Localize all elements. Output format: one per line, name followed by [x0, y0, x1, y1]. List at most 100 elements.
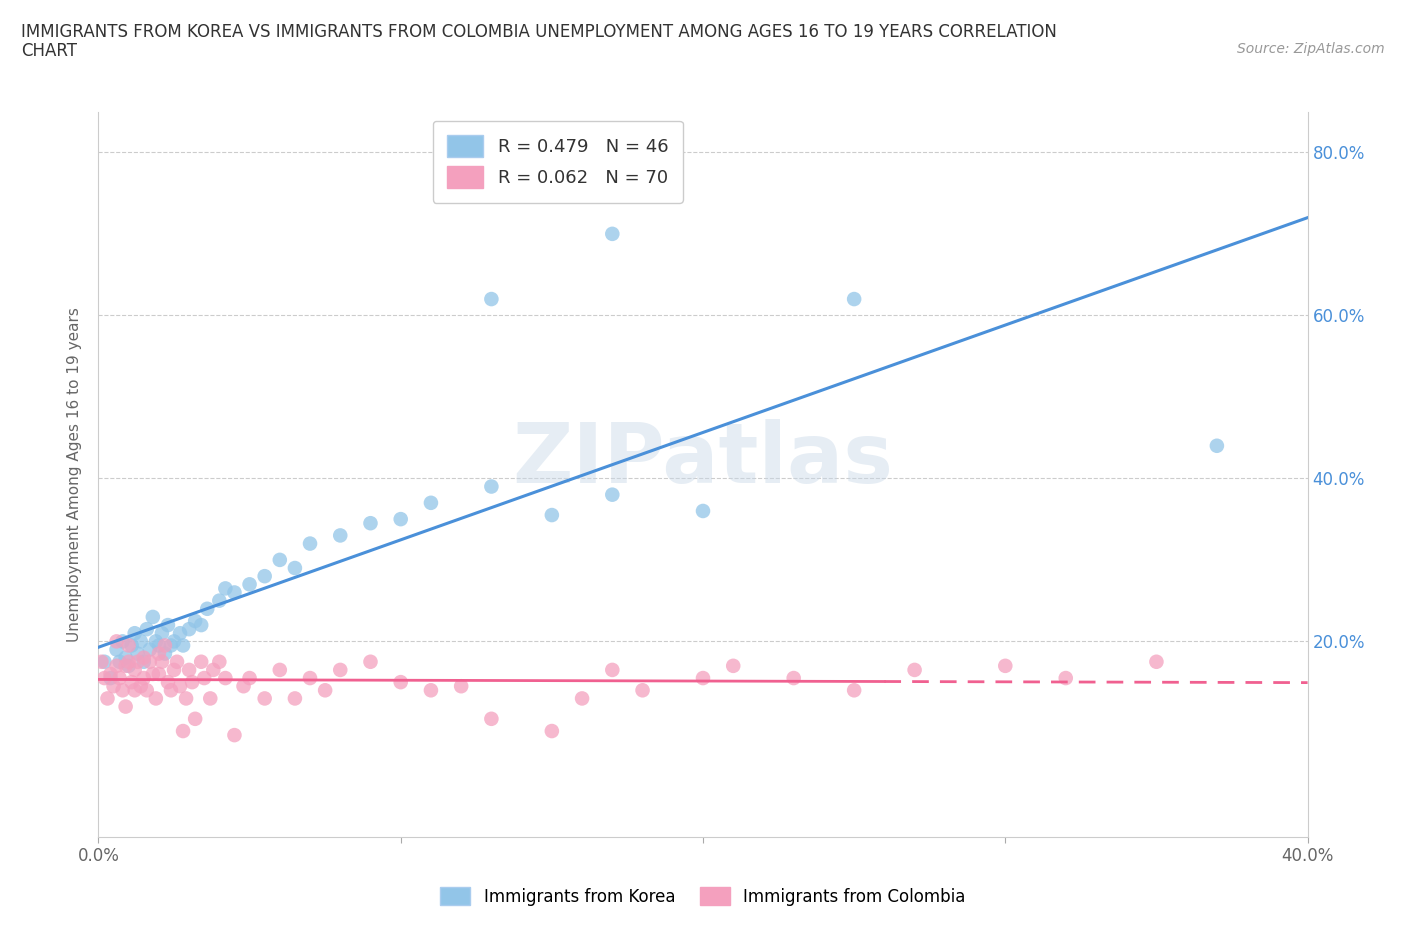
Point [145, 634, 167, 649]
Point [105, 642, 128, 657]
Point [692, 671, 714, 685]
Point [253, 691, 276, 706]
Point [129, 634, 152, 649]
Point [132, 650, 155, 665]
Point [160, 683, 183, 698]
Point [208, 593, 231, 608]
Point [169, 626, 191, 641]
Point [129, 679, 152, 694]
Point [994, 658, 1017, 673]
Point [156, 674, 179, 689]
Point [723, 658, 745, 673]
Point [190, 618, 212, 632]
Point [239, 577, 262, 591]
Point [329, 662, 352, 677]
Point [111, 683, 134, 698]
Point [114, 658, 136, 673]
Point [114, 699, 136, 714]
Point [166, 655, 188, 670]
Point [108, 655, 131, 670]
Point [172, 724, 194, 738]
Legend: Immigrants from Korea, Immigrants from Colombia: Immigrants from Korea, Immigrants from C… [433, 881, 973, 912]
Point [232, 679, 254, 694]
Point [602, 226, 624, 241]
Point [450, 679, 472, 694]
Point [132, 655, 155, 670]
Y-axis label: Unemployment Among Ages 16 to 19 years: Unemployment Among Ages 16 to 19 years [67, 307, 83, 642]
Point [172, 638, 194, 653]
Point [329, 528, 352, 543]
Point [224, 585, 246, 600]
Text: IMMIGRANTS FROM KOREA VS IMMIGRANTS FROM COLOMBIA UNEMPLOYMENT AMONG AGES 16 TO : IMMIGRANTS FROM KOREA VS IMMIGRANTS FROM… [21, 23, 1057, 41]
Point [108, 671, 131, 685]
Point [127, 655, 149, 670]
Point [181, 674, 204, 689]
Point [100, 671, 122, 685]
Point [844, 683, 866, 698]
Point [139, 655, 162, 670]
Point [239, 671, 262, 685]
Point [111, 634, 134, 649]
Point [114, 650, 136, 665]
Point [124, 683, 146, 698]
Point [214, 581, 236, 596]
Point [269, 662, 291, 677]
Point [163, 634, 186, 649]
Point [118, 658, 141, 673]
Point [540, 508, 562, 523]
Text: Source: ZipAtlas.com: Source: ZipAtlas.com [1237, 42, 1385, 56]
Point [389, 674, 412, 689]
Point [160, 638, 183, 653]
Point [844, 292, 866, 307]
Point [179, 622, 201, 637]
Point [481, 479, 503, 494]
Point [169, 679, 191, 694]
Point [150, 655, 173, 670]
Point [142, 609, 165, 624]
Point [121, 674, 143, 689]
Point [105, 658, 128, 673]
Point [420, 496, 443, 511]
Point [284, 691, 307, 706]
Point [184, 614, 207, 629]
Point [124, 626, 146, 641]
Point [90, 655, 112, 670]
Point [1206, 438, 1229, 453]
Point [148, 667, 170, 682]
Point [389, 512, 412, 526]
Point [135, 683, 157, 698]
Point [571, 691, 593, 706]
Point [269, 552, 291, 567]
Point [96, 691, 118, 706]
Point [148, 646, 170, 661]
Legend: R = 0.479   N = 46, R = 0.062   N = 70: R = 0.479 N = 46, R = 0.062 N = 70 [433, 121, 683, 203]
Text: CHART: CHART [21, 42, 77, 60]
Point [602, 662, 624, 677]
Point [360, 655, 382, 670]
Point [299, 671, 322, 685]
Point [153, 638, 176, 653]
Point [314, 683, 336, 698]
Point [179, 662, 201, 677]
Point [184, 711, 207, 726]
Point [481, 711, 503, 726]
Point [100, 667, 122, 682]
Point [214, 671, 236, 685]
Point [195, 602, 218, 617]
Point [174, 691, 197, 706]
Point [190, 655, 212, 670]
Point [105, 634, 128, 649]
Point [540, 724, 562, 738]
Point [1054, 671, 1077, 685]
Point [118, 638, 141, 653]
Point [420, 683, 443, 698]
Point [142, 667, 165, 682]
Point [202, 662, 225, 677]
Point [299, 536, 322, 551]
Point [631, 683, 654, 698]
Point [360, 516, 382, 531]
Point [148, 638, 170, 653]
Point [284, 561, 307, 576]
Point [145, 691, 167, 706]
Point [224, 727, 246, 742]
